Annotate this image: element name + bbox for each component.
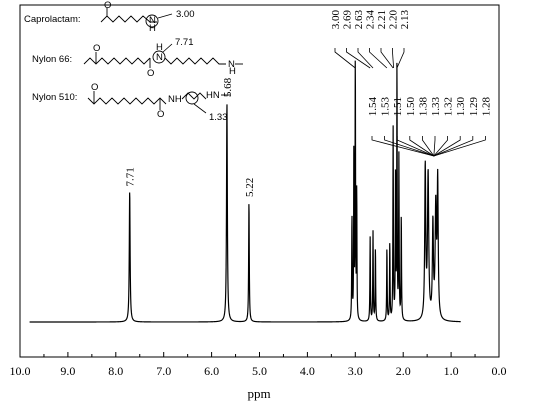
atom-h: H	[229, 66, 236, 77]
structure-nylon-510: Nylon 510: O O NH HN 1.33	[32, 82, 231, 123]
nh-highlight-circle	[152, 50, 166, 64]
nmr-spectrum-line	[29, 60, 461, 323]
peak-group-high-leaders	[334, 48, 405, 69]
group-peak-label: 2.34	[365, 10, 377, 30]
nh-highlight-circle	[145, 14, 159, 28]
group-peak-label: 2.63	[353, 10, 365, 30]
annotation-value: 7.71	[175, 37, 194, 48]
group-peak-label: 3.00	[330, 10, 342, 30]
x-tick-label: 6.0	[204, 364, 219, 378]
atom-n: N	[228, 59, 235, 70]
x-tick-label: 0.0	[492, 364, 507, 378]
group-peak-label: 1.50	[405, 97, 417, 117]
group-leader-line	[371, 136, 434, 157]
group-leader-line	[396, 48, 405, 69]
annotation-leader	[162, 43, 173, 53]
atom-h: H	[156, 42, 163, 53]
structure-name: Nylon 66:	[32, 54, 72, 65]
group-leader-line	[357, 48, 374, 69]
structure-chain-amine	[181, 92, 207, 100]
x-tick-label: 9.0	[60, 364, 75, 378]
structure-name: Caprolactam:	[24, 14, 81, 25]
structure-legend: Caprolactam: O N H 3.00 Nylon 66: O O N …	[24, 0, 243, 123]
structure-nylon-66: Nylon 66: O O N H 7.71 N H	[32, 37, 243, 79]
group-leader-line	[409, 136, 435, 157]
ch2-highlight-circle	[185, 91, 199, 105]
x-tick-label: 2.0	[396, 364, 411, 378]
group-peak-label: 2.69	[342, 10, 354, 30]
group-leader-line	[433, 136, 461, 157]
structure-name: Nylon 510:	[32, 92, 77, 103]
group-leader-line	[384, 136, 434, 157]
structure-chain-acid	[83, 57, 151, 65]
x-axis-ticks	[19, 352, 500, 357]
annotation-leader	[157, 13, 173, 19]
group-leader-line	[380, 48, 394, 69]
x-axis-tick-labels: 10.0 9.0 8.0 7.0 6.0 5.0 4.0 3.0 2.0 1.0 0.0	[10, 364, 507, 378]
atom-n: N	[149, 15, 156, 26]
group-leader-line	[433, 136, 474, 157]
structure-chain-amine	[164, 57, 226, 65]
peak-label: 5.68	[222, 77, 234, 97]
group-peak-label: 1.33	[430, 97, 442, 117]
x-tick-label: 7.0	[156, 364, 171, 378]
group-peak-label: 1.38	[417, 97, 429, 117]
peak-group-low-leaders	[371, 136, 486, 157]
atom-o: O	[104, 0, 111, 11]
x-axis-title: ppm	[247, 386, 270, 401]
x-tick-label: 5.0	[252, 364, 267, 378]
peak-label: 7.71	[125, 167, 137, 186]
atom-nh: NH	[168, 94, 182, 105]
group-leader-line	[334, 48, 356, 69]
group-peak-label: 1.54	[367, 97, 379, 117]
group-peak-label: 1.51	[392, 97, 404, 116]
group-leader-line	[433, 136, 436, 157]
structure-caprolactam: Caprolactam: O N H 3.00	[24, 0, 195, 34]
peak-label: 5.22	[244, 178, 256, 197]
group-leader-line	[346, 48, 371, 69]
atom-o: O	[91, 82, 98, 93]
group-peak-label: 1.29	[468, 97, 480, 117]
structure-chain-acid	[87, 97, 167, 105]
group-peak-label: 1.30	[455, 97, 467, 117]
x-tick-label: 10.0	[10, 364, 31, 378]
atom-h: H	[149, 23, 156, 34]
group-leader-line	[392, 48, 395, 69]
atom-o: O	[93, 43, 100, 54]
group-peak-label: 1.53	[380, 97, 392, 117]
annotation-value: 3.00	[176, 9, 195, 20]
atom-o: O	[157, 109, 164, 120]
annotation-leader	[193, 103, 207, 114]
plot-frame	[19, 4, 500, 358]
x-tick-label: 4.0	[300, 364, 315, 378]
group-peak-label: 2.21	[376, 10, 388, 29]
group-leader-line	[433, 136, 486, 157]
group-leader-line	[369, 48, 388, 69]
group-leader-line	[421, 136, 435, 157]
group-peak-label: 2.13	[399, 10, 411, 30]
x-tick-label: 3.0	[348, 364, 363, 378]
peak-labels: 7.71 5.68 5.22	[125, 77, 256, 197]
peak-group-high-labels: 3.00 2.69 2.63 2.34 2.21 2.20 2.13	[330, 10, 411, 30]
annotation-value: 1.33	[209, 112, 228, 123]
group-peak-label: 2.20	[388, 10, 400, 30]
group-peak-label: 1.28	[480, 97, 492, 117]
group-leader-line	[396, 136, 435, 157]
atom-hn: HN	[206, 90, 220, 101]
atom-o: O	[147, 68, 154, 79]
group-leader-line	[433, 136, 449, 157]
group-peak-label: 1.32	[443, 97, 455, 116]
peak-group-low-labels: 1.54 1.53 1.51 1.50 1.38 1.33 1.32 1.30 1.29 1.28	[367, 97, 492, 117]
x-tick-label: 1.0	[444, 364, 459, 378]
x-tick-label: 8.0	[108, 364, 123, 378]
atom-n: N	[156, 52, 163, 63]
